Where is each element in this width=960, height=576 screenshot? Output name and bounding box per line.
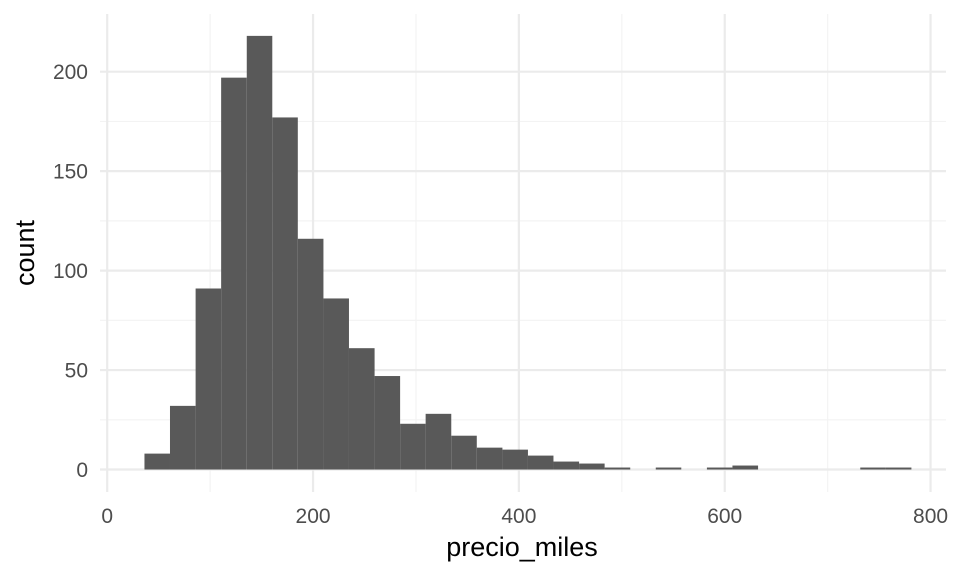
- y-axis-tick-labels: 0 50 100 150 200: [53, 61, 88, 482]
- x-tick-label: 0: [101, 505, 113, 528]
- histogram-bar-22: [706, 467, 733, 470]
- histogram-bar-28: [860, 467, 886, 470]
- x-tick-label: 200: [296, 505, 331, 528]
- histogram-bar-8: [348, 348, 375, 470]
- histogram-bar-2: [195, 288, 222, 470]
- y-tick-label: 0: [76, 459, 88, 482]
- histogram-bar-20: [655, 467, 682, 470]
- histogram-bar-14: [502, 449, 528, 470]
- histogram-bar-13: [476, 447, 503, 470]
- histogram-bar-29: [885, 467, 912, 470]
- histogram-bar-11: [425, 413, 452, 470]
- y-tick-label: 200: [53, 61, 88, 84]
- histogram-bar-23: [732, 465, 759, 470]
- x-axis-tick-labels: 0 200 400 600 800: [101, 505, 948, 528]
- histogram-bar-6: [297, 238, 324, 470]
- histogram-bar-7: [323, 298, 349, 470]
- histogram-bar-15: [527, 455, 554, 470]
- y-tick-label: 150: [53, 161, 88, 184]
- x-tick-label: 400: [501, 505, 536, 528]
- histogram-bar-1: [169, 405, 196, 470]
- histogram-bar-0: [144, 453, 170, 470]
- histogram-bar-17: [579, 463, 605, 470]
- histogram-bar-16: [553, 461, 580, 470]
- histogram-bar-18: [604, 467, 631, 470]
- histogram-bar-3: [221, 77, 247, 470]
- y-axis-title: count: [10, 219, 40, 286]
- histogram-bar-4: [246, 35, 273, 470]
- x-tick-label: 600: [707, 505, 742, 528]
- x-axis-title: precio_miles: [446, 532, 598, 562]
- x-tick-label: 800: [913, 505, 948, 528]
- histogram-bars: [144, 35, 912, 470]
- histogram-bar-12: [451, 435, 477, 470]
- histogram-bar-5: [272, 117, 298, 470]
- y-tick-label: 100: [53, 260, 88, 283]
- histogram-bar-9: [374, 376, 401, 470]
- y-tick-label: 50: [65, 360, 88, 383]
- histogram-bar-10: [400, 423, 426, 470]
